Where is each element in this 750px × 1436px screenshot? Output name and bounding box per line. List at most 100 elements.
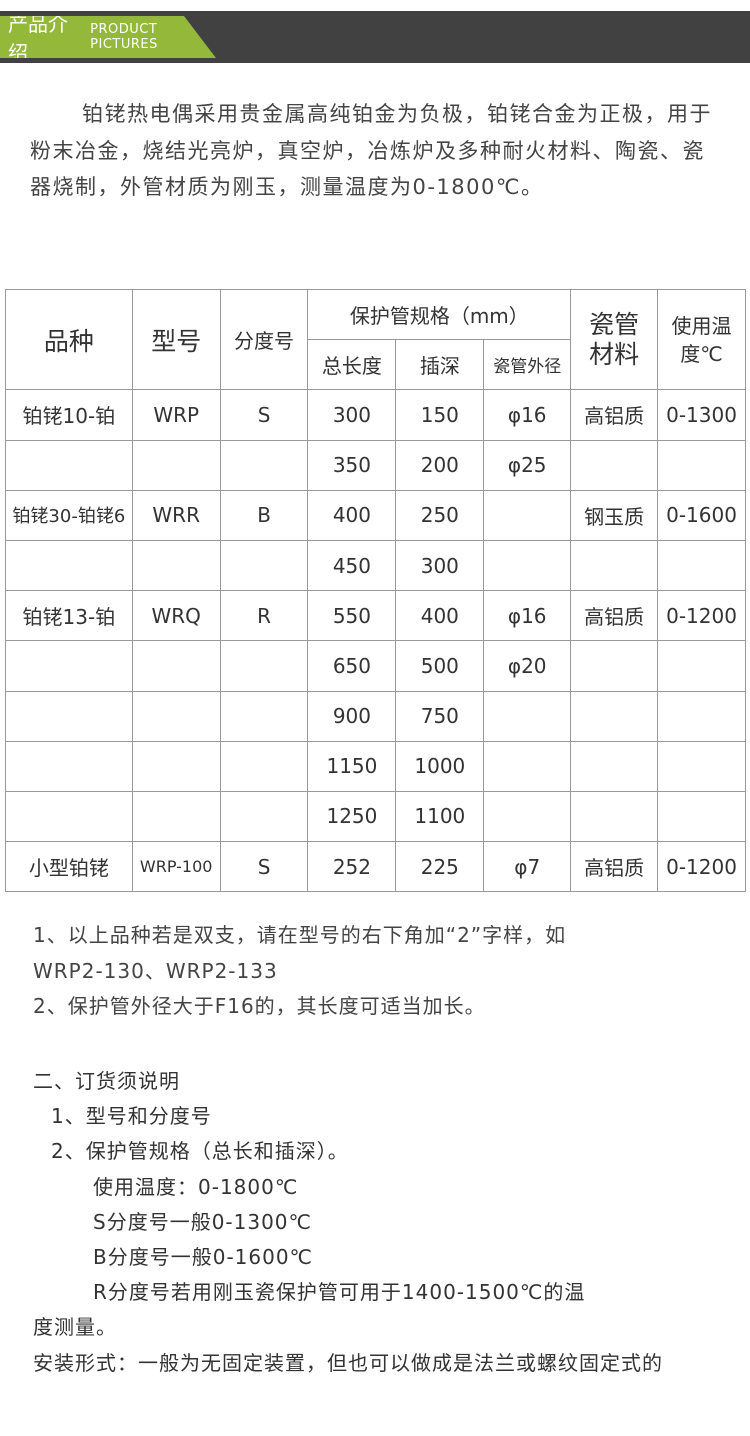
cell-model <box>131 690 221 742</box>
cell-graduation: B <box>219 489 309 541</box>
cell-material <box>570 740 659 792</box>
cell-temp: 0-1200 <box>657 841 746 893</box>
cell-insert-depth: 400 <box>395 590 485 642</box>
cell-model <box>131 640 221 692</box>
cell-insert-depth: 1000 <box>395 740 485 792</box>
cell-variety: 铂铑13-铂 <box>5 590 133 642</box>
cell-variety: 小型铂铑 <box>5 841 133 893</box>
cell-model: WRQ <box>131 590 221 642</box>
table-row: 650 500 φ20 <box>5 640 746 692</box>
order-detail: 使用温度：0-1800℃ <box>93 1174 299 1199</box>
order-title: 二、订货须说明 <box>33 1069 180 1093</box>
cell-total-length: 900 <box>307 690 397 742</box>
cell-graduation <box>219 740 309 792</box>
header-model: 型号 <box>131 288 221 391</box>
cell-total-length: 1150 <box>307 740 397 792</box>
cell-total-length: 252 <box>307 841 397 893</box>
cell-material <box>570 539 659 592</box>
table-row: 900 750 <box>5 690 746 742</box>
cell-total-length: 650 <box>307 640 397 692</box>
cell-insert-depth: 250 <box>395 489 485 541</box>
table-row: 350 200 φ25 <box>5 439 746 491</box>
cell-material <box>570 690 659 742</box>
cell-material <box>570 439 659 491</box>
header-temp: 使用温度℃ <box>657 288 746 391</box>
cell-variety <box>5 640 133 692</box>
cell-model <box>131 539 221 592</box>
order-instructions: 二、订货须说明 1、型号和分度号 2、保护管规格（总长和插深）。 使用温度：0-… <box>33 1064 733 1381</box>
cell-temp: 0-1600 <box>657 489 746 541</box>
note-line: 2、保护管外径大于F16的，其长度可适当加长。 <box>33 994 486 1018</box>
cell-temp: 0-1200 <box>657 590 746 642</box>
cell-variety <box>5 740 133 792</box>
table-row: 铂铑30-铂铑6 WRR B 400 250 钢玉质 0-1600 <box>5 489 746 541</box>
note-line: WRP2-130、WRP2-133 <box>33 958 278 983</box>
cell-variety <box>5 790 133 843</box>
cell-total-length: 550 <box>307 590 397 642</box>
cell-model: WRP-100 <box>131 841 221 893</box>
cell-temp: 0-1300 <box>657 389 746 441</box>
cell-graduation <box>219 690 309 742</box>
cell-total-length: 300 <box>307 389 397 441</box>
cell-material: 高铝质 <box>570 590 659 642</box>
section-title-cn: 产品介绍 <box>8 12 68 65</box>
cell-model <box>131 740 221 792</box>
cell-total-length: 400 <box>307 489 397 541</box>
cell-graduation: S <box>219 841 309 893</box>
cell-graduation <box>219 439 309 491</box>
cell-variety: 铂铑30-铂铑6 <box>5 489 133 541</box>
cell-outer-dia: φ16 <box>483 389 572 441</box>
cell-material: 钢玉质 <box>570 489 659 541</box>
order-item: 2、保护管规格（总长和插深）。 <box>51 1139 349 1164</box>
table-row: 450 300 <box>5 539 746 592</box>
cell-outer-dia <box>483 489 572 541</box>
section-header: 产品介绍 PRODUCT PICTURES <box>0 11 750 63</box>
header-spec: 保护管规格（mm） <box>307 288 572 341</box>
cell-graduation <box>219 539 309 592</box>
spec-table: 品种 型号 分度号 保护管规格（mm） 瓷管材料 使用温度℃ 总长度 插深 瓷管… <box>5 288 746 893</box>
install-note: 安装形式：一般为无固定装置，但也可以做成是法兰或螺纹固定式的 <box>33 1350 663 1375</box>
cell-outer-dia <box>483 740 572 792</box>
table-row: 铂铑13-铂 WRQ R 550 400 φ16 高铝质 0-1200 <box>5 590 746 642</box>
header-material: 瓷管材料 <box>570 288 659 391</box>
cell-outer-dia: φ7 <box>483 841 572 893</box>
cell-variety <box>5 690 133 742</box>
cell-variety <box>5 439 133 491</box>
note-line: 1、以上品种若是双支，请在型号的右下角加“2”字样，如 <box>33 923 567 947</box>
cell-outer-dia: φ16 <box>483 590 572 642</box>
cell-outer-dia: φ25 <box>483 439 572 491</box>
cell-temp <box>657 690 746 742</box>
header-total-length: 总长度 <box>307 339 397 391</box>
cell-temp <box>657 539 746 592</box>
table-subheader-row: 总长度 插深 瓷管外径 <box>6 339 746 391</box>
cell-insert-depth: 300 <box>395 539 485 592</box>
cell-outer-dia <box>483 690 572 742</box>
cell-insert-depth: 1100 <box>395 790 485 843</box>
cell-graduation <box>219 640 309 692</box>
cell-outer-dia: φ20 <box>483 640 572 692</box>
cell-model <box>131 439 221 491</box>
cell-variety <box>5 539 133 592</box>
cell-material: 高铝质 <box>570 389 659 441</box>
order-detail: B分度号一般0-1600℃ <box>93 1245 314 1270</box>
cell-insert-depth: 750 <box>395 690 485 742</box>
header-variety: 品种 <box>5 288 133 391</box>
cell-graduation <box>219 790 309 843</box>
order-item: 1、型号和分度号 <box>51 1104 212 1129</box>
cell-model: WRR <box>131 489 221 541</box>
section-tag: 产品介绍 PRODUCT PICTURES <box>0 16 216 58</box>
cell-temp <box>657 740 746 792</box>
table-row: 铂铑10-铂 WRP S 300 150 φ16 高铝质 0-1300 <box>5 389 746 441</box>
intro-paragraph: 铂铑热电偶采用贵金属高纯铂金为负极，铂铑合金为正极，用于粉末冶金，烧结光亮炉，真… <box>30 102 712 199</box>
table-row: 1250 1100 <box>5 790 746 843</box>
cell-temp <box>657 790 746 843</box>
cell-insert-depth: 500 <box>395 640 485 692</box>
cell-insert-depth: 200 <box>395 439 485 491</box>
cell-material: 高铝质 <box>570 841 659 893</box>
cell-variety: 铂铑10-铂 <box>5 389 133 441</box>
cell-total-length: 350 <box>307 439 397 491</box>
cell-outer-dia <box>483 539 572 592</box>
order-detail: S分度号一般0-1300℃ <box>93 1209 312 1234</box>
table-row: 1150 1000 <box>5 740 746 792</box>
cell-model <box>131 790 221 843</box>
